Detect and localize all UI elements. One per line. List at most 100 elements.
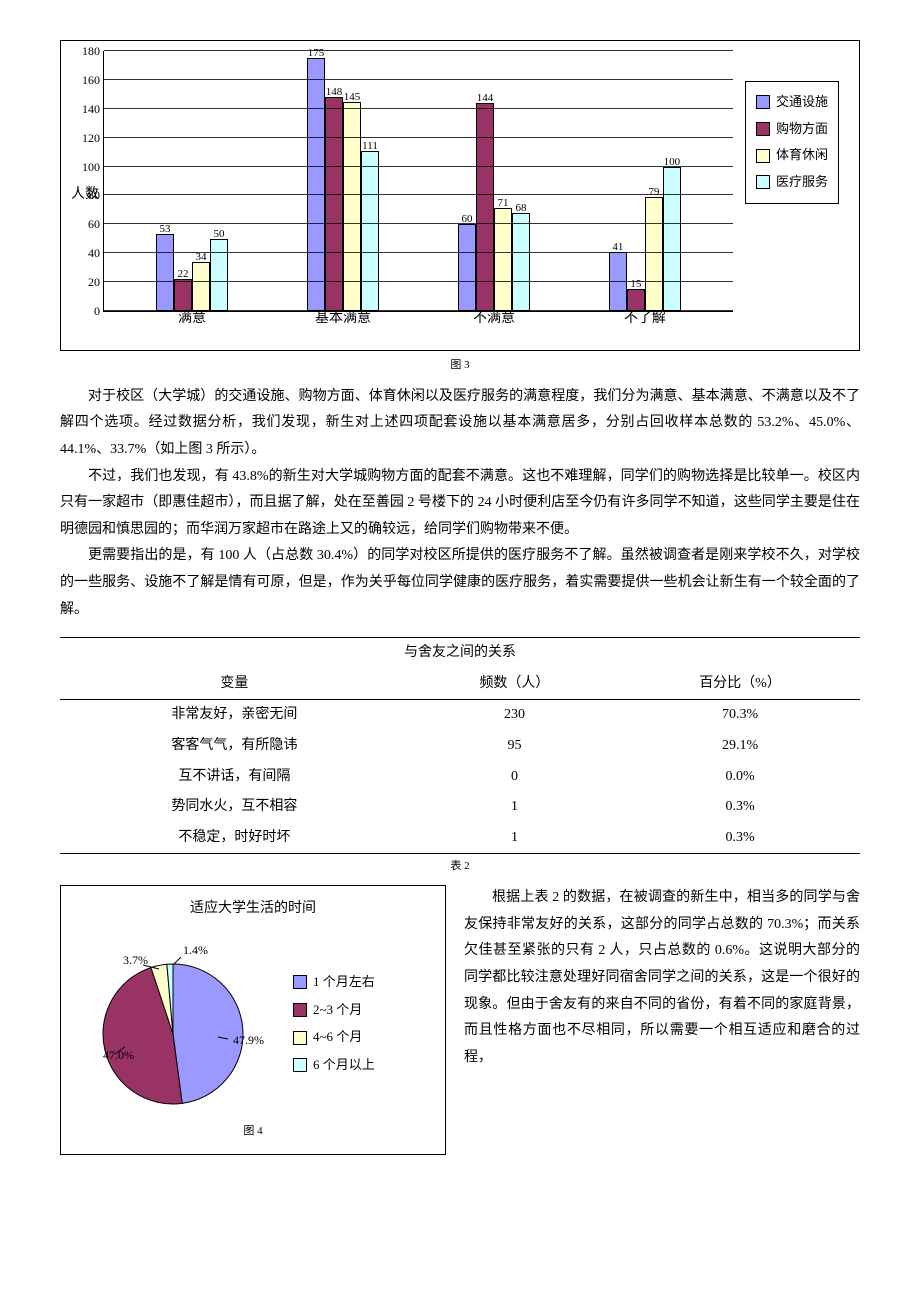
- table-cell: 95: [409, 731, 620, 762]
- legend-label: 交通设施: [776, 90, 828, 115]
- y-tick-label: 20: [88, 276, 100, 288]
- bar-chart-container: 人数 020406080100120140160180 53223450满意17…: [60, 40, 860, 351]
- table-row: 不稳定，时好时坏10.3%: [60, 823, 860, 854]
- paragraph-3: 更需要指出的是，有 100 人（占总数 30.4%）的同学对校区所提供的医疗服务…: [60, 543, 860, 623]
- bar: 79: [645, 197, 663, 311]
- table-cell: 互不讲话，有间隔: [60, 762, 409, 793]
- bar-value-label: 79: [648, 182, 659, 203]
- table-cell: 不稳定，时好时坏: [60, 823, 409, 854]
- legend-item: 体育休闲: [756, 143, 828, 168]
- bar-value-label: 111: [362, 136, 378, 157]
- y-tick-label: 180: [82, 45, 100, 57]
- legend-item: 交通设施: [756, 90, 828, 115]
- table-cell: 0.3%: [620, 792, 860, 823]
- bar-value-label: 148: [326, 82, 343, 103]
- table-cell: 29.1%: [620, 731, 860, 762]
- fig3-caption: 图 3: [60, 355, 860, 376]
- bar-value-label: 100: [664, 152, 681, 173]
- legend-item: 购物方面: [756, 117, 828, 142]
- bar: 148: [325, 97, 343, 311]
- legend-swatch: [756, 122, 770, 136]
- bar-group: 411579100不了解: [609, 167, 681, 311]
- bar: 50: [210, 239, 228, 311]
- y-tick-label: 60: [88, 218, 100, 230]
- legend-item: 医疗服务: [756, 170, 828, 195]
- bar-chart-plot: 020406080100120140160180 53223450满意17514…: [103, 51, 733, 312]
- pie-slice-label: 1.4%: [183, 943, 208, 957]
- legend-label: 购物方面: [776, 117, 828, 142]
- bar: 175: [307, 58, 325, 311]
- pie-slice-label: 47.9%: [233, 1033, 264, 1047]
- bar-group: 601447168不满意: [458, 103, 530, 311]
- table-cell: 0: [409, 762, 620, 793]
- table-row: 互不讲话，有间隔00.0%: [60, 762, 860, 793]
- table-row: 客客气气，有所隐讳9529.1%: [60, 731, 860, 762]
- y-tick-label: 80: [88, 189, 100, 201]
- table-cell: 230: [409, 700, 620, 731]
- bar: 60: [458, 224, 476, 311]
- pie-slice-label: 47.0%: [103, 1048, 134, 1062]
- legend-label: 2~3 个月: [313, 998, 362, 1023]
- bar: 68: [512, 213, 530, 311]
- bar-value-label: 145: [344, 87, 361, 108]
- table-cell: 0.3%: [620, 823, 860, 854]
- bar: 145: [343, 102, 361, 311]
- pie-slice-label: 3.7%: [123, 953, 148, 967]
- bar-group: 53223450满意: [156, 234, 228, 311]
- y-tick-label: 140: [82, 103, 100, 115]
- legend-swatch: [293, 1003, 307, 1017]
- legend-label: 4~6 个月: [313, 1025, 362, 1050]
- bar-value-label: 68: [515, 198, 526, 219]
- table-cell: 1: [409, 792, 620, 823]
- pie-chart-title: 适应大学生活的时间: [73, 896, 433, 923]
- table-cell: 非常友好，亲密无间: [60, 700, 409, 731]
- bar-chart-legend: 交通设施购物方面体育休闲医疗服务: [745, 81, 839, 204]
- table-cell: 客客气气，有所隐讳: [60, 731, 409, 762]
- legend-label: 6 个月以上: [313, 1053, 375, 1078]
- bar-group: 175148145111基本满意: [307, 58, 379, 311]
- fig4-caption: 图 4: [73, 1121, 433, 1142]
- table-column-header: 频数（人）: [409, 669, 620, 700]
- bar: 100: [663, 167, 681, 311]
- legend-swatch: [756, 175, 770, 189]
- y-tick-label: 0: [94, 305, 100, 317]
- legend-item: 1 个月左右: [293, 970, 375, 995]
- bar: 34: [192, 262, 210, 311]
- table-column-header: 变量: [60, 669, 409, 700]
- table-row: 非常友好，亲密无间23070.3%: [60, 700, 860, 731]
- legend-label: 体育休闲: [776, 143, 828, 168]
- legend-swatch: [293, 975, 307, 989]
- paragraph-4: 根据上表 2 的数据，在被调查的新生中，相当多的同学与舍友保持非常友好的关系，这…: [464, 885, 860, 1071]
- bar-value-label: 175: [308, 43, 325, 64]
- legend-swatch: [756, 149, 770, 163]
- legend-label: 1 个月左右: [313, 970, 375, 995]
- bar-value-label: 50: [214, 224, 225, 245]
- bar-value-label: 60: [461, 209, 472, 230]
- table-column-header: 百分比（%）: [620, 669, 860, 700]
- bar-value-label: 34: [196, 247, 207, 268]
- bar-value-label: 71: [497, 193, 508, 214]
- y-tick-label: 100: [82, 161, 100, 173]
- legend-item: 4~6 个月: [293, 1025, 375, 1050]
- bar-value-label: 15: [630, 274, 641, 295]
- legend-item: 6 个月以上: [293, 1053, 375, 1078]
- y-tick-label: 40: [88, 247, 100, 259]
- table-title: 与舍友之间的关系: [60, 638, 860, 669]
- y-tick-label: 160: [82, 74, 100, 86]
- legend-swatch: [293, 1058, 307, 1072]
- table2-caption: 表 2: [60, 856, 860, 877]
- table-row: 势同水火，互不相容10.3%: [60, 792, 860, 823]
- pie-chart-container: 适应大学生活的时间 47.9% 47.0% 3.7% 1.4% 1 个月左右 2~3 个…: [60, 885, 446, 1154]
- bar: 111: [361, 151, 379, 311]
- bar-value-label: 144: [477, 88, 494, 109]
- y-tick-label: 120: [82, 132, 100, 144]
- legend-swatch: [756, 95, 770, 109]
- bar: 144: [476, 103, 494, 311]
- pie-chart: 47.9% 47.0% 3.7% 1.4%: [73, 929, 283, 1119]
- legend-label: 医疗服务: [776, 170, 828, 195]
- table-cell: 0.0%: [620, 762, 860, 793]
- bar-value-label: 41: [612, 237, 623, 258]
- paragraph-1: 对于校区（大学城）的交通设施、购物方面、体育休闲以及医疗服务的满意程度，我们分为…: [60, 384, 860, 464]
- pie-chart-legend: 1 个月左右 2~3 个月4~6 个月 6 个月以上: [293, 967, 375, 1081]
- table-cell: 1: [409, 823, 620, 854]
